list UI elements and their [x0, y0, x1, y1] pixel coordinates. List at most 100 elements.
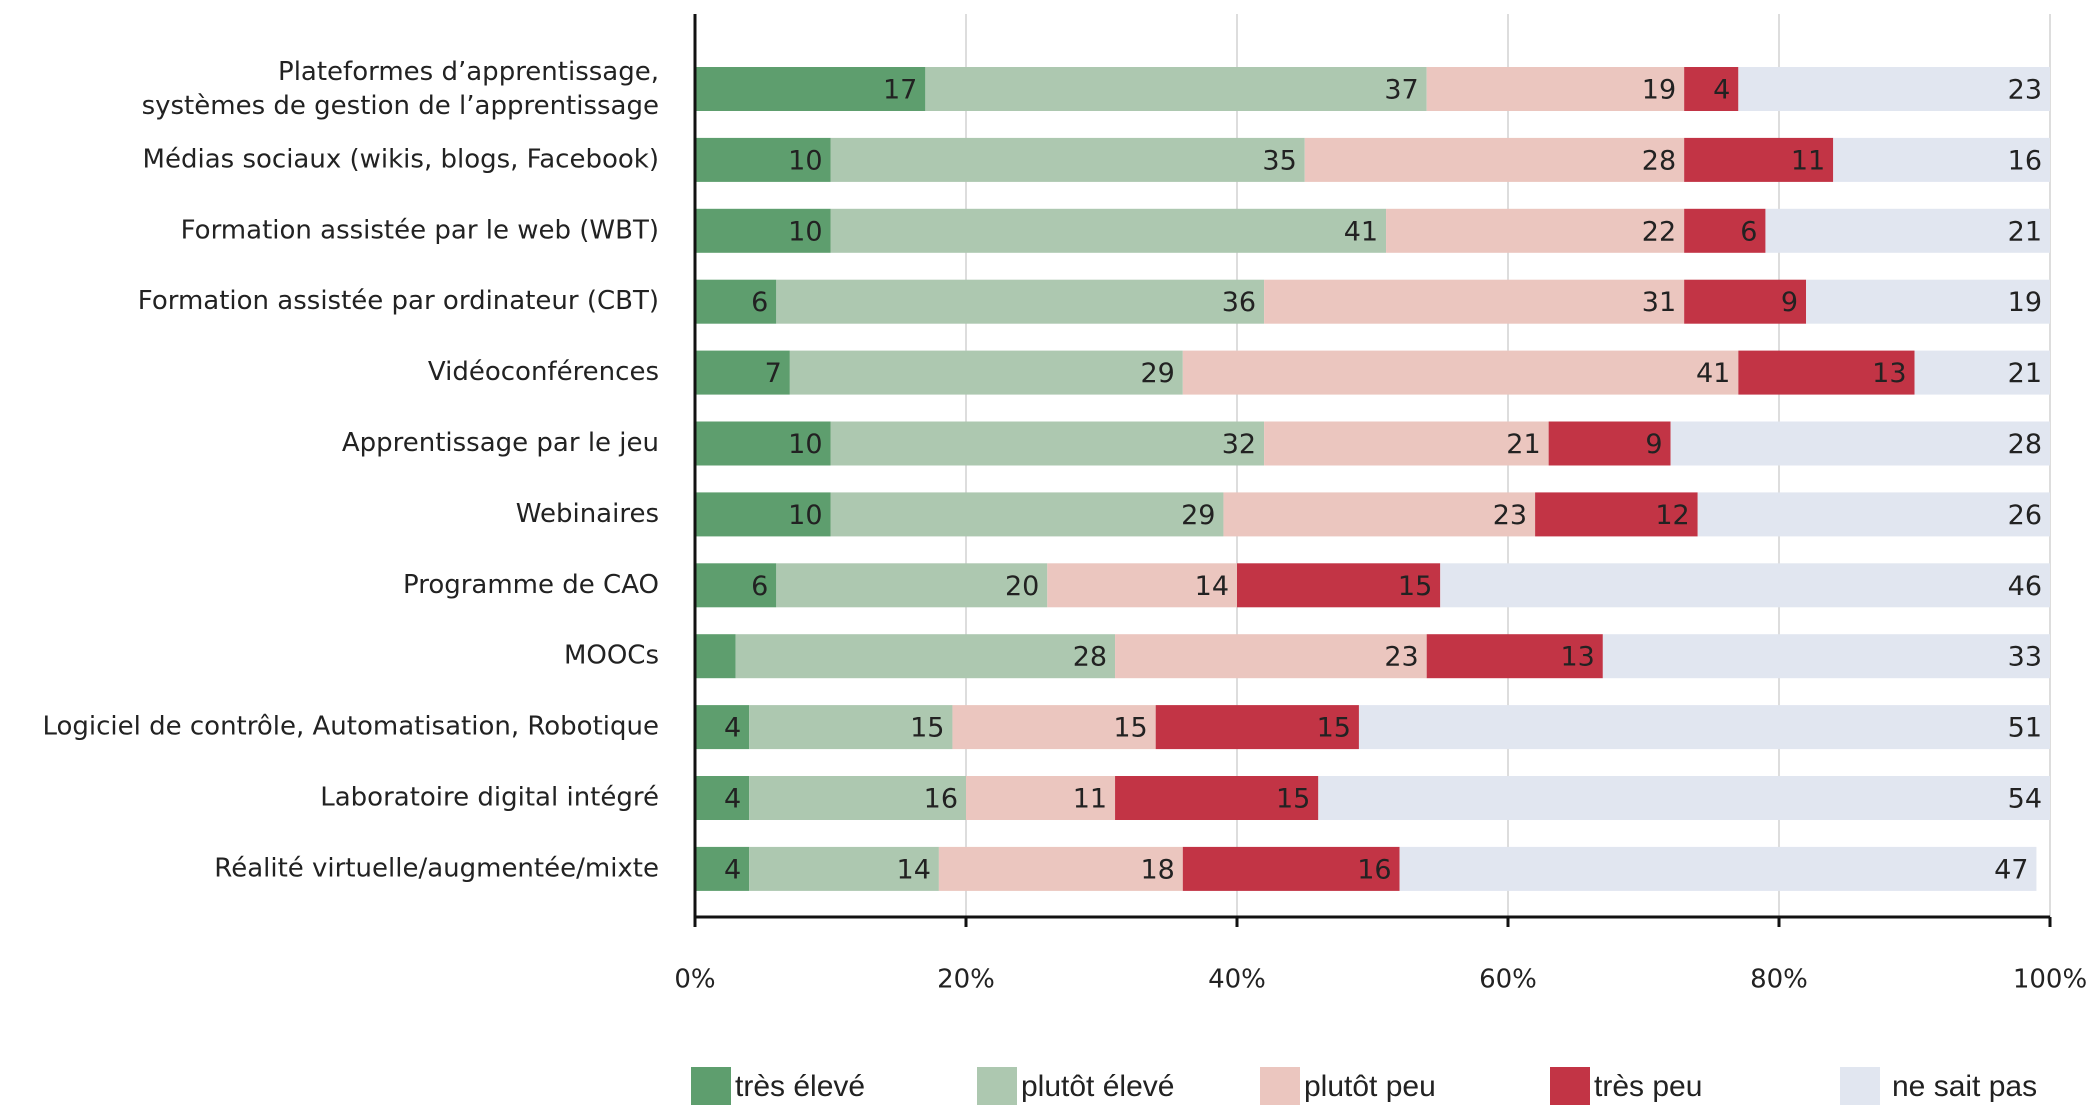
value-label: 21: [1506, 429, 1540, 460]
category-label: Formation assistée par ordinateur (CBT): [138, 286, 659, 316]
value-label: 14: [897, 854, 931, 885]
bar-segment: [1738, 350, 1915, 395]
value-label: 11: [1791, 145, 1825, 176]
value-label: 10: [788, 500, 822, 531]
value-label: 7: [765, 358, 782, 389]
bar-segment: [1426, 634, 1603, 679]
value-label: 22: [1642, 216, 1676, 247]
bar-segment: [952, 705, 1156, 750]
bar-segment: [1697, 492, 2050, 537]
value-label: 37: [1384, 75, 1418, 106]
value-label: 10: [788, 145, 822, 176]
bar-segment: [1264, 421, 1549, 466]
category-label: Laboratoire digital intégré: [320, 783, 659, 813]
bar-segment: [1237, 563, 1441, 608]
legend-label: plutôt élevé: [1021, 1070, 1174, 1103]
x-tick-label: 0%: [674, 965, 715, 995]
bar-segment: [1358, 705, 2050, 750]
value-label: 16: [924, 784, 958, 815]
value-label: 19: [1642, 75, 1676, 106]
category-label: Réalité virtuelle/augmentée/mixte: [214, 853, 659, 883]
value-label: 41: [1344, 216, 1378, 247]
value-label: 29: [1181, 500, 1215, 531]
legend-label: plutôt peu: [1304, 1070, 1436, 1103]
legend-swatch: [691, 1067, 731, 1105]
value-label: 4: [724, 713, 741, 744]
value-label: 6: [751, 287, 768, 318]
x-tick-label: 80%: [1750, 965, 1808, 995]
bar-segment: [1223, 492, 1536, 537]
bar-segment: [1115, 634, 1427, 679]
category-label: Apprentissage par le jeu: [342, 428, 659, 458]
value-label: 15: [910, 713, 944, 744]
category-label: Plateformes d’apprentissage, systèmes de …: [142, 57, 659, 121]
x-tick-label: 40%: [1208, 965, 1266, 995]
value-label: 21: [2008, 216, 2042, 247]
bar-segment: [695, 776, 750, 820]
bar-segment: [1833, 137, 2050, 182]
value-label: 15: [1113, 713, 1147, 744]
bar-segment: [1684, 279, 1807, 324]
bar-segment: [1155, 705, 1359, 750]
value-label: 6: [1740, 216, 1757, 247]
bar-segment: [776, 563, 1048, 608]
value-label: 35: [1262, 145, 1296, 176]
value-label: 9: [1781, 287, 1798, 318]
labels: 0% 20% 40% 60% 80% 100% Plateformes d’apprenti…: [42, 14, 2087, 1105]
bar-segment: [1304, 137, 1685, 182]
value-label: 17: [883, 75, 917, 106]
value-label: 12: [1655, 500, 1689, 531]
x-tick-label: 20%: [937, 965, 995, 995]
value-label: 6: [751, 571, 768, 602]
bar-segment: [735, 634, 1116, 679]
value-label: 9: [1645, 429, 1662, 460]
value-label: 23: [1384, 642, 1418, 673]
bar-segment: [695, 563, 777, 608]
legend-swatch: [1550, 1067, 1590, 1105]
bar-segment: [938, 846, 1183, 891]
bar-segment: [1264, 279, 1685, 324]
value-label: 13: [1872, 358, 1906, 389]
value-label: 18: [1140, 854, 1174, 885]
bar-segment: [1684, 67, 1739, 111]
bar-segment: [695, 137, 831, 182]
value-label: 4: [1713, 75, 1730, 106]
category-label: Formation assistée par le web (WBT): [181, 215, 659, 245]
bar-segment: [1765, 208, 2050, 253]
bar-segment: [695, 705, 750, 750]
value-label: 19: [2008, 287, 2042, 318]
legend-swatch: [1260, 1067, 1300, 1105]
bar-segment: [789, 350, 1183, 395]
bar-segment: [1535, 492, 1698, 537]
bar-segment: [1670, 421, 2050, 466]
bar-segment: [749, 846, 939, 891]
value-label: 15: [1317, 713, 1351, 744]
legend-label: très élevé: [735, 1070, 865, 1103]
value-label: 29: [1140, 358, 1174, 389]
bar-segment: [830, 492, 1224, 537]
bar-segment: [830, 208, 1387, 253]
bar-segment: [695, 279, 777, 324]
value-label: 51: [2008, 713, 2042, 744]
value-label: 14: [1195, 571, 1229, 602]
category-label: Webinaires: [516, 499, 659, 529]
bar-segment: [695, 492, 831, 537]
value-label: 10: [788, 429, 822, 460]
bar-segment: [1399, 846, 2037, 891]
bar-segment: [1318, 776, 2050, 820]
bar-segment: [830, 421, 1265, 466]
value-label: 23: [1493, 500, 1527, 531]
value-label: 15: [1398, 571, 1432, 602]
bar-segment: [966, 776, 1116, 820]
bar-segment: [1738, 67, 2050, 111]
value-label: 23: [2008, 75, 2042, 106]
value-label: 11: [1073, 784, 1107, 815]
bar-segment: [695, 846, 750, 891]
value-label: 28: [2008, 429, 2042, 460]
bar-segment: [1182, 350, 1739, 395]
legend-label: très peu: [1594, 1070, 1702, 1103]
bar-segment: [695, 421, 831, 466]
x-tick-label: 100%: [2013, 965, 2087, 995]
bar-segment: [1047, 563, 1237, 608]
category-label: MOOCs: [564, 641, 659, 671]
